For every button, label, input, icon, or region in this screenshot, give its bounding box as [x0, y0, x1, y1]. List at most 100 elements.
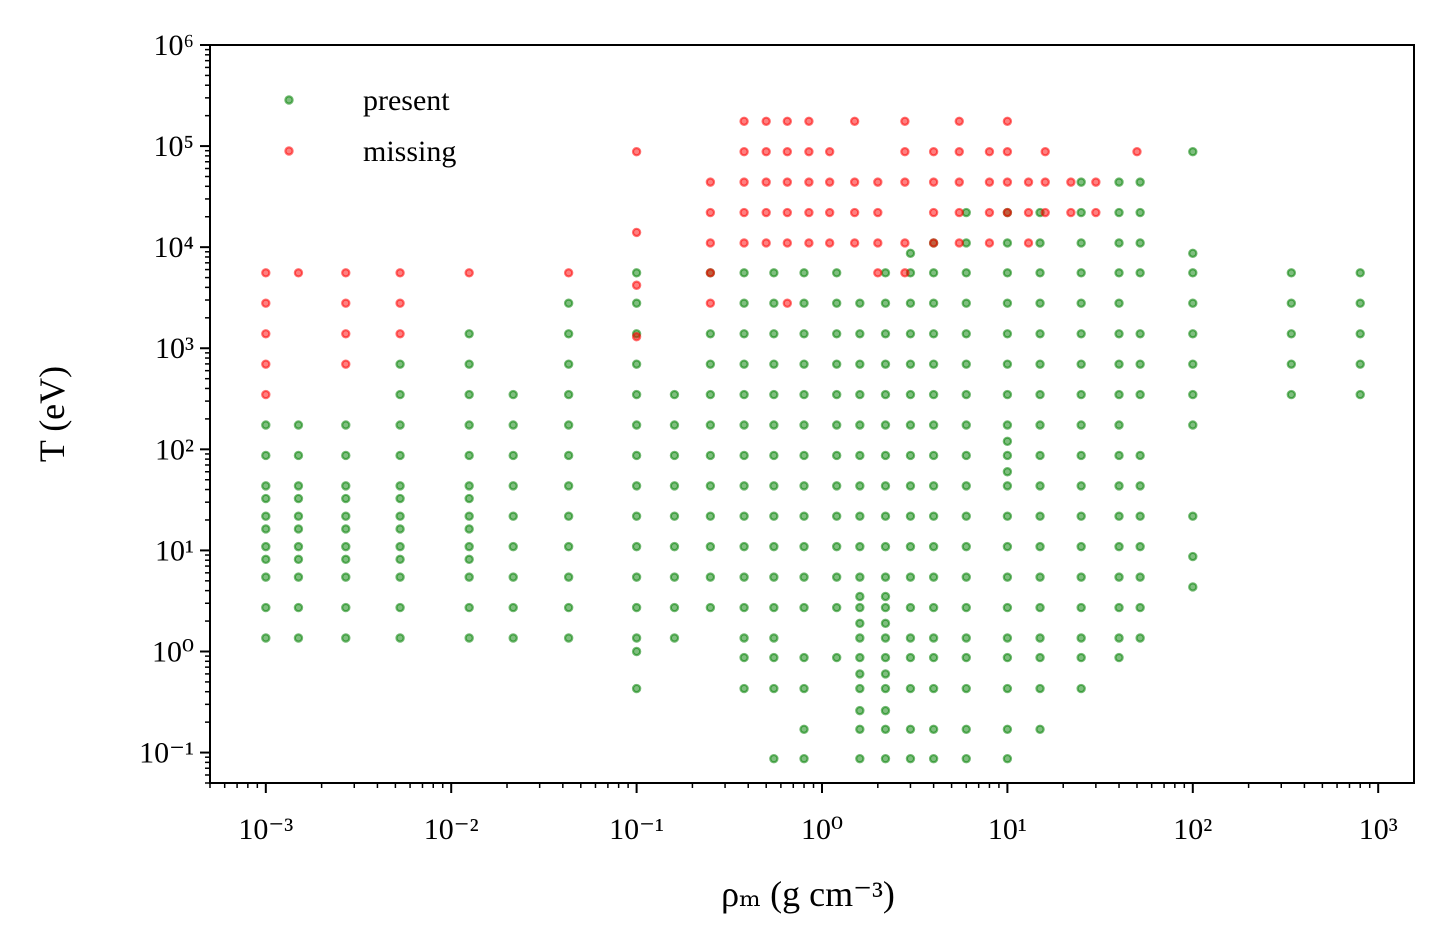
point: [954, 207, 964, 218]
point: [341, 524, 351, 534]
point: [341, 633, 351, 643]
point: [1076, 511, 1086, 521]
x-tick-label: 10¹: [988, 813, 1027, 846]
point: [761, 238, 771, 248]
point: [880, 633, 891, 643]
point: [928, 268, 939, 278]
point: [739, 207, 749, 218]
point: [824, 146, 835, 157]
point: [669, 602, 680, 613]
point: [928, 329, 939, 339]
point: [705, 450, 716, 461]
point: [880, 511, 891, 521]
point: [631, 332, 642, 342]
point: [705, 511, 716, 521]
point: [631, 481, 642, 491]
point: [961, 329, 971, 339]
point: [631, 572, 642, 582]
point: [954, 146, 964, 157]
point: [395, 298, 405, 308]
point: [395, 359, 405, 369]
point: [261, 329, 271, 339]
point: [1002, 146, 1013, 157]
point: [855, 450, 865, 461]
point: [1035, 683, 1045, 694]
point: [954, 177, 964, 187]
point: [563, 541, 574, 552]
point: [261, 602, 271, 613]
point: [1286, 389, 1297, 400]
point: [880, 724, 891, 734]
point: [739, 652, 749, 663]
point: [705, 572, 716, 582]
point: [1135, 238, 1145, 248]
point: [1002, 467, 1013, 477]
point: [563, 481, 574, 491]
point: [1076, 389, 1086, 400]
point: [739, 177, 749, 187]
point: [961, 683, 971, 694]
point: [1286, 359, 1297, 369]
point: [508, 541, 518, 552]
point: [769, 633, 779, 643]
point: [1002, 541, 1013, 552]
point: [961, 268, 971, 278]
point: [395, 389, 405, 400]
point: [464, 572, 474, 582]
point: [739, 329, 749, 339]
legend-text: missing: [363, 135, 456, 168]
point: [928, 207, 939, 218]
point: [1035, 602, 1045, 613]
point: [804, 146, 814, 157]
point: [261, 420, 271, 430]
point: [341, 554, 351, 565]
point: [631, 602, 642, 613]
point: [855, 705, 865, 716]
point: [905, 572, 916, 582]
point: [739, 359, 749, 369]
point: [880, 450, 891, 461]
y-tick-label: 10⁴: [154, 231, 194, 264]
point: [1188, 389, 1198, 400]
point: [341, 541, 351, 552]
point: [769, 511, 779, 521]
point: [508, 481, 518, 491]
point: [669, 450, 680, 461]
point: [769, 389, 779, 400]
point: [1114, 420, 1124, 430]
point: [855, 602, 865, 613]
point: [1076, 450, 1086, 461]
point: [855, 753, 865, 764]
point: [1135, 541, 1145, 552]
point: [849, 177, 860, 187]
point: [880, 268, 891, 278]
point: [1002, 683, 1013, 694]
point: [984, 177, 995, 187]
point: [873, 268, 883, 278]
point: [1188, 420, 1198, 430]
point: [928, 572, 939, 582]
point: [928, 389, 939, 400]
point: [293, 268, 304, 278]
point: [1002, 238, 1013, 248]
point: [705, 359, 716, 369]
point: [1002, 633, 1013, 643]
point: [1076, 633, 1086, 643]
point: [831, 541, 842, 552]
point: [824, 177, 835, 187]
point: [799, 724, 809, 734]
point: [804, 116, 814, 126]
point: [261, 389, 271, 400]
point: [855, 669, 865, 679]
point: [769, 420, 779, 430]
point: [769, 683, 779, 694]
point: [631, 298, 642, 308]
point: [1076, 329, 1086, 339]
point: [1114, 541, 1124, 552]
point: [1114, 652, 1124, 663]
point: [1076, 420, 1086, 430]
point: [341, 511, 351, 521]
point: [769, 268, 779, 278]
point: [739, 420, 749, 430]
